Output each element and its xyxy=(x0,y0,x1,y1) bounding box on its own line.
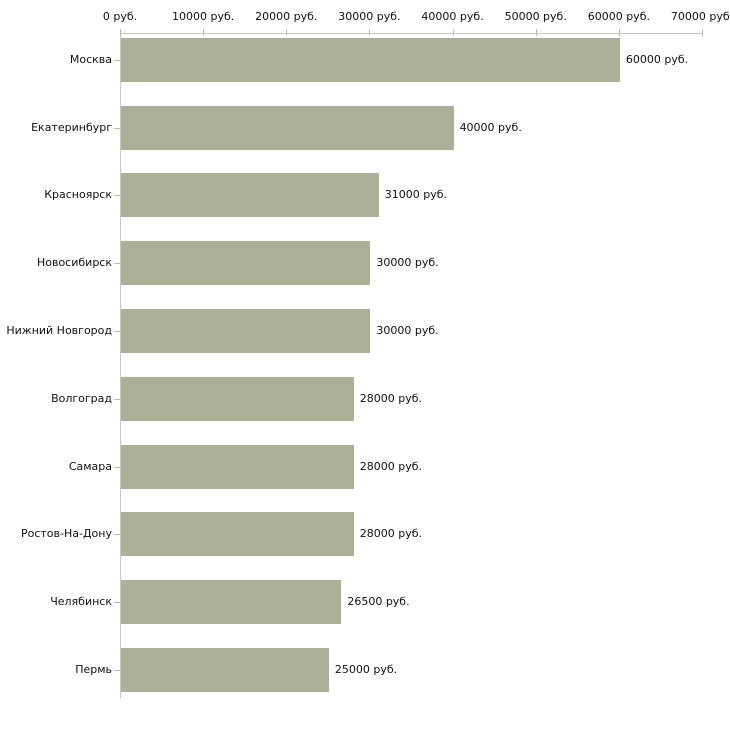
bar-value-label: 26500 руб. xyxy=(347,595,410,609)
value-axis-tick-label: 30000 руб. xyxy=(338,10,401,23)
value-axis-tick-label: 10000 руб. xyxy=(172,10,235,23)
bar xyxy=(121,376,354,421)
category-axis-tick xyxy=(114,669,120,671)
category-axis-tick xyxy=(114,534,120,536)
value-axis-tick-label: 60000 руб. xyxy=(587,10,650,23)
value-axis-tick-label: 20000 руб. xyxy=(255,10,318,23)
category-label: Пермь xyxy=(75,662,112,676)
bar-value-label: 28000 руб. xyxy=(359,391,423,405)
category-axis-tick xyxy=(114,127,120,129)
bar-value-label: 30000 руб. xyxy=(376,323,439,337)
value-axis-line xyxy=(120,33,702,34)
value-axis-tick xyxy=(286,29,288,36)
bar xyxy=(121,105,454,150)
category-label: Нижний Новгород xyxy=(6,323,112,337)
category-axis-tick xyxy=(114,195,120,197)
category-label: Москва xyxy=(69,52,112,66)
bar-value-label: 30000 руб. xyxy=(376,256,439,270)
value-axis-tick-label: 70000 руб. xyxy=(670,10,730,23)
bar-value-label: 25000 руб. xyxy=(334,662,398,676)
category-label: Челябинск xyxy=(50,595,112,609)
value-axis-tick xyxy=(452,29,454,36)
category-label: Самара xyxy=(68,459,112,473)
category-axis-tick xyxy=(114,263,120,265)
bar xyxy=(121,512,354,557)
bar-value-label: 28000 руб. xyxy=(359,459,423,473)
value-axis-tick-label: 50000 руб. xyxy=(504,10,567,23)
bar-value-label: 31000 руб. xyxy=(384,188,447,202)
bar xyxy=(121,444,354,489)
category-axis-tick xyxy=(114,466,120,468)
value-axis-tick xyxy=(702,29,703,36)
bar xyxy=(121,647,329,692)
category-label: Ростов-На-Дону xyxy=(20,527,112,541)
bar-value-label: 40000 руб. xyxy=(459,120,522,134)
value-axis-tick-label: 0 руб. xyxy=(102,10,138,23)
bar-value-label: 60000 руб. xyxy=(625,52,689,66)
bar-value-label: 28000 руб. xyxy=(359,527,423,541)
bar xyxy=(121,173,379,218)
value-axis-tick xyxy=(369,29,371,36)
value-axis-tick xyxy=(535,29,537,36)
category-axis-tick xyxy=(114,330,120,332)
category-axis-line xyxy=(120,33,121,698)
category-label: Екатеринбург xyxy=(31,120,112,134)
value-axis-tick xyxy=(203,29,205,36)
category-axis-tick xyxy=(114,398,120,400)
category-label: Красноярск xyxy=(44,188,112,202)
category-axis-tick xyxy=(114,59,120,61)
value-axis-tick xyxy=(120,29,121,36)
value-axis-tick xyxy=(618,29,620,36)
bar xyxy=(121,580,342,625)
category-label: Новосибирск xyxy=(36,256,112,270)
bar xyxy=(121,37,620,82)
bar xyxy=(121,241,371,286)
category-label: Волгоград xyxy=(51,391,112,405)
bar xyxy=(121,308,371,353)
category-axis-tick xyxy=(114,602,120,604)
value-axis-tick-label: 40000 руб. xyxy=(421,10,484,23)
